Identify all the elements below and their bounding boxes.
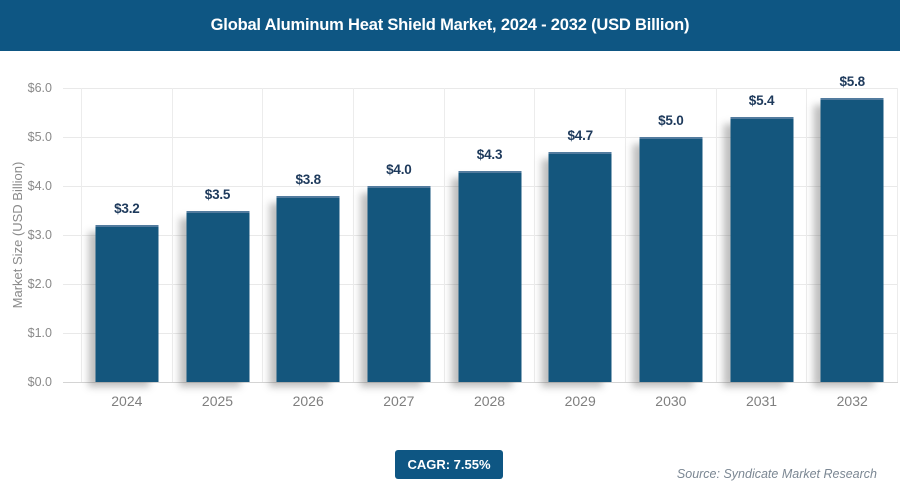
x-tick-label: 2026 [292,393,324,409]
x-tick-label: 2031 [745,393,778,409]
category-slot: $4.7 2029 [534,88,625,409]
cagr-badge: CAGR: 7.55% [395,450,503,479]
y-tick-label: $1.0 [27,326,52,340]
category-slot: $5.4 2031 [715,88,807,409]
category-slot: $5.8 2032 [806,74,897,409]
category-slot: $3.2 2024 [81,88,172,409]
horizontal-gridline [63,88,898,89]
chart-title-bar: Global Aluminum Heat Shield Market, 2024… [0,0,900,51]
x-tick-label: 2029 [564,393,596,409]
bar-2032 [820,97,884,382]
plot-area: Market Size (USD Billion) $0.0 $1.0 $2.0 $3… [10,74,898,409]
x-tick-label: 2027 [383,393,415,409]
bar-2028 [458,171,522,382]
x-tick-label: 2024 [111,393,143,409]
bar-2031 [730,117,794,382]
x-axis-line [63,382,898,383]
bar-2024 [95,225,159,382]
category-slot: $3.8 2026 [262,88,353,409]
horizontal-gridline [63,137,898,138]
bar-value-label: $5.4 [748,93,775,109]
y-tick-label: $0.0 [27,375,52,389]
source-attribution: Source: Syndicate Market Research [676,467,877,481]
bar-value-label: $5.0 [658,113,684,128]
x-tick-label: 2028 [473,393,506,409]
bar-value-label: $5.8 [839,73,865,89]
category-slot: $4.3 2028 [443,88,535,409]
y-tick-label: $3.0 [27,228,52,242]
y-tick-label: $5.0 [27,130,52,144]
category-slot: $4.0 2027 [353,88,444,409]
bar-value-label: $3.5 [204,186,231,202]
bar-2025 [186,210,249,382]
bar-2027 [367,186,431,382]
bar-value-label: $3.2 [114,201,140,217]
x-tick-label: 2032 [836,393,868,409]
bars-container: $3.2 2024 $3.5 2025 $3.8 2026 $4.0 2027 $4.3 2028… [81,74,898,409]
y-tick-label: $6.0 [27,81,52,95]
category-slot: $5.0 2030 [625,88,716,409]
bar-2026 [276,195,340,382]
x-tick-label: 2025 [201,393,234,409]
bar-value-label: $4.0 [386,162,412,177]
chart-title: Global Aluminum Heat Shield Market, 2024… [210,16,690,34]
y-tick-label: $4.0 [27,179,52,193]
x-tick-label: 2030 [655,393,687,409]
bar-2030 [639,137,703,382]
bar-value-label: $3.8 [295,171,321,187]
bar-value-label: $4.7 [567,127,593,143]
bar-value-label: $4.3 [476,147,503,163]
bar-2029 [548,151,612,382]
category-slot: $3.5 2025 [171,88,263,409]
y-tick-label: $2.0 [27,277,52,291]
